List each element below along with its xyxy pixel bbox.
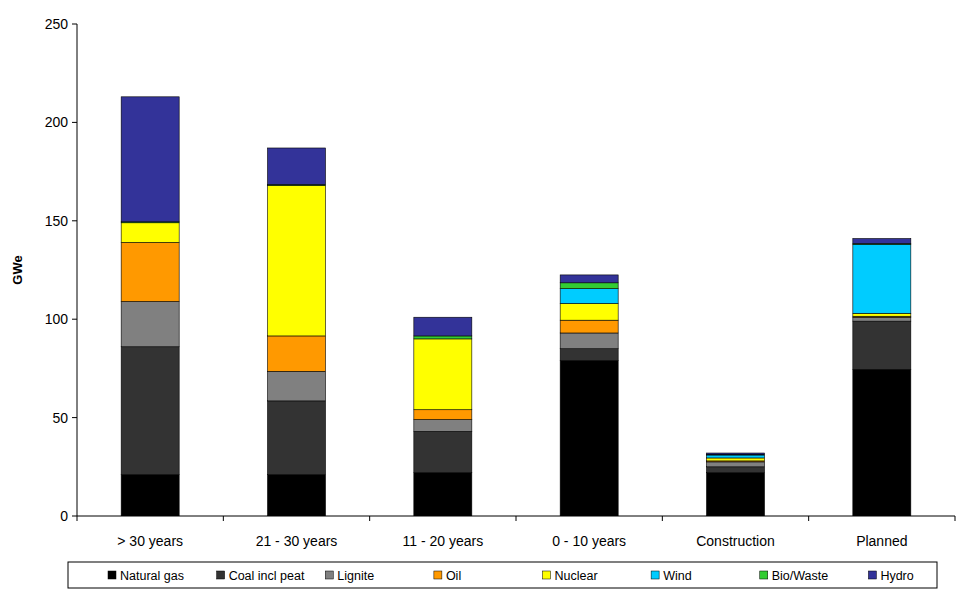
y-tick-label: 0 [60, 508, 68, 524]
bar-segment [268, 475, 326, 516]
bar-segment [707, 458, 765, 461]
bar-segment [414, 431, 472, 472]
legend-label: Wind [663, 569, 692, 583]
bar-segment [853, 313, 911, 316]
bar-segment [853, 369, 911, 516]
y-tick-label: 150 [45, 213, 69, 229]
legend-label: Oil [446, 569, 461, 583]
bar-segment [560, 275, 618, 283]
x-tick-label: 0 - 10 years [552, 533, 626, 549]
bar-segment [268, 185, 326, 186]
bar-segment [121, 475, 179, 516]
y-tick-label: 100 [45, 311, 69, 327]
bar-segment [707, 453, 765, 454]
x-tick [77, 516, 78, 521]
bar-segment [560, 361, 618, 516]
x-tick-label: 11 - 20 years [402, 533, 483, 549]
y-tick [72, 319, 77, 320]
bar-segment [707, 454, 765, 456]
legend-swatch [868, 571, 876, 579]
legend-label: Nuclear [555, 569, 598, 583]
legend-swatch [651, 571, 659, 579]
x-tick [516, 516, 517, 521]
bar-segment [414, 410, 472, 420]
bar-segment [121, 347, 179, 475]
legend-swatch [108, 571, 116, 579]
bar-segment [414, 339, 472, 410]
bar-segment [560, 333, 618, 349]
bar-segment [560, 349, 618, 361]
x-tick [223, 516, 224, 521]
x-tick [369, 516, 370, 521]
bar-segment [121, 222, 179, 223]
legend-label: Natural gas [120, 569, 184, 583]
y-axis [77, 24, 78, 516]
bar-segment [853, 244, 911, 313]
x-tick-label: > 30 years [117, 533, 183, 549]
bar-segment [560, 283, 618, 289]
legend: Natural gas Coal incl peat Lignite Oil Nucle… [68, 562, 937, 588]
bar-segment [707, 473, 765, 516]
bar-segment [414, 473, 472, 516]
bar-segment [853, 317, 911, 321]
bar-segment [853, 321, 911, 369]
legend-swatch [760, 571, 768, 579]
x-tick-label: 21 - 30 years [256, 533, 338, 549]
bar-segment [268, 371, 326, 401]
bar-segment [121, 223, 179, 243]
legend-box [68, 562, 937, 588]
bar-segment [268, 185, 326, 336]
bar-segment [560, 289, 618, 304]
bar-segment [414, 420, 472, 432]
bar-segment [707, 467, 765, 473]
x-tick-label: Construction [696, 533, 775, 549]
bar-segment [268, 336, 326, 371]
y-tick [72, 220, 77, 221]
y-tick-label: 200 [45, 114, 69, 130]
bar-segment [414, 317, 472, 336]
legend-label: Coal incl peat [229, 569, 305, 583]
legend-label: Bio/Waste [772, 569, 829, 583]
legend-swatch [543, 571, 551, 579]
legend-swatch [217, 571, 225, 579]
x-tick [808, 516, 809, 521]
bar-segment [121, 301, 179, 346]
y-tick [72, 417, 77, 418]
bar-segment [121, 97, 179, 222]
bar-segment [560, 303, 618, 320]
bar-segment [853, 239, 911, 244]
x-tick [955, 516, 956, 521]
y-tick [72, 122, 77, 123]
legend-label: Lignite [337, 569, 374, 583]
bar-segment [707, 462, 765, 467]
y-tick-label: 50 [52, 410, 68, 426]
x-tick-label: Planned [856, 533, 907, 549]
legend-swatch [325, 571, 333, 579]
legend-swatch [434, 571, 442, 579]
bar-segment [121, 242, 179, 301]
x-tick [662, 516, 663, 521]
legend-label: Hydro [880, 569, 913, 583]
chart: 0 50 100 150 200 250 > 30 years 21 - 30 years 11… [0, 0, 969, 592]
bar-segment [414, 336, 472, 339]
bar-segment [560, 320, 618, 333]
bar-segment [268, 401, 326, 475]
y-tick [72, 24, 77, 25]
bar-segment [707, 455, 765, 458]
y-axis-label: GWe [10, 255, 25, 284]
y-tick [72, 516, 77, 517]
y-tick-label: 250 [45, 16, 69, 32]
bar-segment [268, 148, 326, 184]
bars [121, 97, 911, 516]
